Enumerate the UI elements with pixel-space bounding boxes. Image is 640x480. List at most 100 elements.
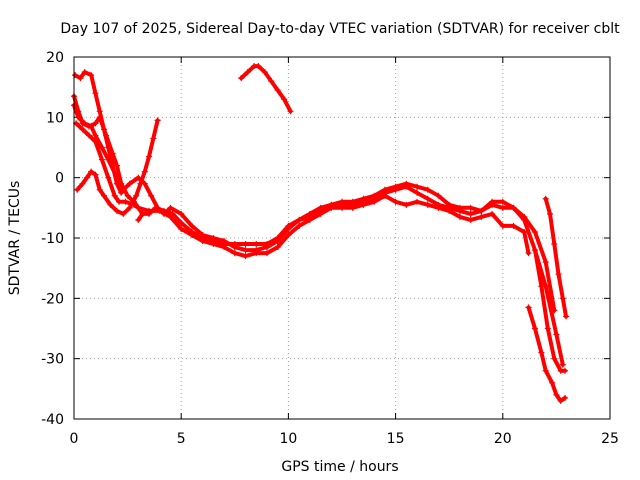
data-point [349, 204, 356, 211]
data-point [79, 180, 86, 187]
data-point [107, 201, 114, 208]
data-point [105, 174, 112, 181]
data-point [360, 195, 367, 202]
data-point [98, 156, 105, 163]
data-point [188, 222, 195, 229]
data-point [499, 198, 506, 205]
data-point [210, 238, 217, 245]
series-line [526, 305, 567, 403]
y-tick-label: -40 [41, 412, 64, 428]
data-point [199, 235, 206, 241]
x-axis-label: GPS time / hours [281, 459, 398, 475]
data-point [555, 271, 562, 278]
data-point [72, 72, 79, 79]
data-point [244, 69, 251, 76]
data-point [135, 174, 142, 181]
data-point [542, 195, 549, 202]
data-point [169, 210, 176, 217]
chart-title: Day 107 of 2025, Sidereal Day-to-day VTE… [60, 21, 620, 37]
data-point [531, 247, 538, 254]
data-point [414, 189, 421, 196]
data-point [538, 283, 545, 290]
data-point [538, 349, 545, 356]
data-point [74, 186, 81, 193]
data-point [126, 180, 133, 187]
data-point [551, 241, 558, 248]
data-point [105, 156, 112, 163]
y-tick-label: 0 [55, 171, 64, 187]
series-line [74, 121, 531, 259]
data-point [92, 120, 99, 127]
data-point [79, 120, 86, 127]
data-point [88, 72, 95, 79]
data-point [98, 144, 105, 151]
data-point [414, 198, 421, 205]
data-point [120, 210, 127, 217]
data-point [559, 295, 566, 302]
series-track-9 [531, 247, 568, 374]
data-point [178, 219, 185, 226]
data-point [75, 108, 82, 115]
data-point [328, 201, 335, 208]
y-tick-label: 10 [46, 110, 64, 126]
data-point [109, 150, 116, 157]
data-point [525, 304, 532, 311]
data-point [478, 213, 485, 220]
data-point [146, 210, 153, 217]
data-point [178, 210, 185, 217]
data-point [499, 204, 506, 211]
plot-frame [73, 56, 611, 420]
data-point [360, 201, 367, 208]
data-point [92, 90, 99, 97]
series-line [72, 103, 565, 367]
data-point [521, 213, 528, 220]
x-tick-label: 25 [601, 431, 619, 447]
data-point [424, 195, 431, 202]
data-point [424, 201, 431, 208]
data-point [111, 192, 118, 199]
data-point [124, 192, 131, 199]
data-point [446, 201, 453, 208]
data-point [414, 183, 421, 190]
data-point [544, 325, 551, 332]
data-point [231, 241, 238, 248]
data-point [242, 241, 249, 248]
data-point [559, 361, 566, 368]
series-track-4 [71, 93, 558, 314]
data-point [478, 207, 485, 214]
data-point [561, 367, 568, 374]
data-point [296, 216, 303, 223]
data-point [135, 204, 142, 211]
series-track-10 [542, 195, 570, 320]
data-point [137, 180, 144, 187]
data-point [287, 108, 294, 115]
data-point [88, 168, 95, 175]
data-point [150, 135, 157, 142]
y-tick-label: -20 [41, 291, 64, 307]
data-point [285, 231, 292, 238]
data-point [510, 222, 517, 229]
data-point [525, 250, 532, 257]
data-point [553, 391, 560, 398]
data-point [381, 186, 388, 193]
data-point [139, 210, 146, 217]
series-track-5 [74, 117, 161, 217]
data-point [263, 250, 270, 257]
data-point [546, 210, 553, 217]
y-axis-label: SDTVAR / TECUs [7, 181, 23, 296]
data-point [113, 207, 120, 214]
data-point [154, 117, 161, 124]
data-point [242, 253, 249, 260]
data-point [371, 198, 378, 205]
data-point [268, 78, 275, 85]
data-point [96, 108, 103, 115]
data-point [253, 250, 260, 257]
data-point [489, 198, 496, 205]
data-point [499, 222, 506, 229]
data-point [274, 87, 281, 94]
x-tick-label: 15 [387, 431, 405, 447]
data-point [238, 75, 245, 82]
data-point [456, 213, 463, 220]
data-point [118, 180, 125, 187]
